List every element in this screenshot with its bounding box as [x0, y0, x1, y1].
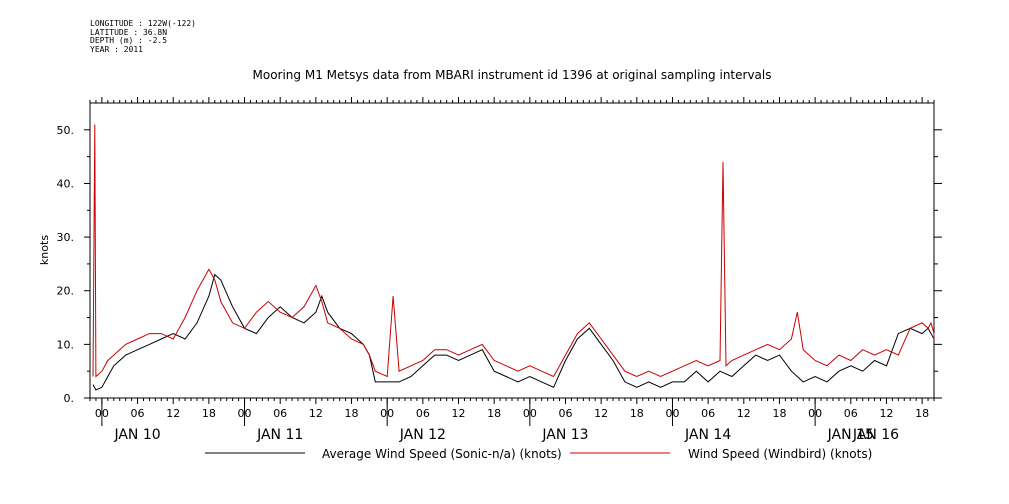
y-tick-label: 10.	[57, 338, 75, 351]
x-tick-label: 06	[558, 407, 572, 420]
day-label: JAN 11	[256, 427, 303, 443]
year-text: YEAR : 2011	[90, 44, 143, 54]
x-tick-label: 12	[594, 407, 608, 420]
series-line-sonic	[92, 273, 935, 391]
x-tick-label: 18	[345, 407, 359, 420]
x-tick-label: 06	[416, 407, 430, 420]
legend: Average Wind Speed (Sonic-n/a) (knots) W…	[205, 447, 872, 461]
chart-title: Mooring M1 Metsys data from MBARI instru…	[252, 68, 772, 82]
x-tick-label: 06	[273, 407, 287, 420]
x-tick-label: 06	[701, 407, 715, 420]
day-label: JAN 13	[541, 427, 588, 443]
x-tick-label: 18	[487, 407, 501, 420]
series-group	[92, 124, 935, 391]
metadata-block: LONGITUDE : 122W(-122) LATITUDE : 36.8N …	[90, 19, 196, 54]
latitude-text: LATITUDE : 36.8N	[90, 27, 168, 37]
x-axis: 00 06 12 18 00 06 12 18 00 06 12 18 00 06 12 18 00 06 12 18…	[89, 97, 935, 443]
y-tick-label: 20.	[57, 285, 75, 298]
x-tick-label: 12	[166, 407, 180, 420]
x-tick-label: 06	[844, 407, 858, 420]
legend-label-windbird: Wind Speed (Windbird) (knots)	[688, 447, 872, 461]
x-tick-label: 18	[772, 407, 786, 420]
y-tick-label: 50.	[57, 124, 75, 137]
longitude-text: LONGITUDE : 122W(-122)	[90, 19, 196, 28]
x-tick-label: 12	[309, 407, 323, 420]
x-tick-label: 12	[879, 407, 893, 420]
day-label: JAN 16	[852, 427, 899, 443]
day-label: JAN 12	[399, 427, 446, 443]
y-axis-label: knots	[38, 235, 51, 265]
y-tick-label: 0.	[64, 392, 75, 405]
day-label: JAN 14	[684, 427, 731, 443]
y-tick-label: 40.	[57, 177, 75, 190]
x-tick-label: 06	[131, 407, 145, 420]
x-tick-label: 18	[202, 407, 216, 420]
depth-text: DEPTH (m) : -2.5	[90, 36, 168, 45]
x-tick-label: 12	[452, 407, 466, 420]
x-tick-label: 18	[630, 407, 644, 420]
x-tick-label: 12	[737, 407, 751, 420]
day-label: JAN 15	[827, 427, 874, 443]
legend-label-sonic: Average Wind Speed (Sonic-n/a) (knots)	[322, 447, 562, 461]
y-tick-label: 30.	[57, 231, 75, 244]
y-axis: 0. 10. 20. 30. 40. 50.	[57, 124, 942, 405]
x-tick-label: 18	[915, 407, 929, 420]
day-label: JAN 10	[113, 427, 160, 443]
series-line-windbird	[92, 124, 935, 378]
